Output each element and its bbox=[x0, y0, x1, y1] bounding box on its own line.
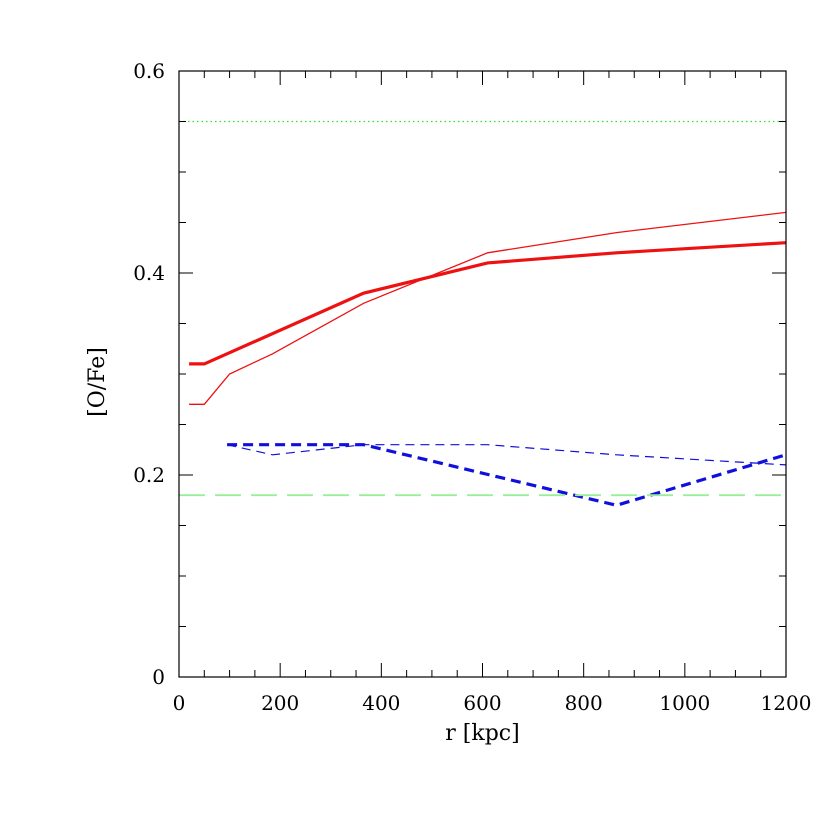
y-axis-title: [O/Fe] bbox=[85, 347, 110, 417]
y-tick-label: 0.6 bbox=[133, 59, 165, 83]
y-tick-label: 0.4 bbox=[133, 261, 165, 285]
ticks-layer: 0 200 400 600 800 1000 1200 0 0.2 0.4 0.6 bbox=[133, 59, 811, 715]
x-tick-label: 0 bbox=[173, 691, 186, 715]
y-tick-label: 0 bbox=[152, 665, 165, 689]
series-line-thin-solid bbox=[189, 211, 787, 405]
x-tick-label: 400 bbox=[362, 691, 400, 715]
x-axis-title: r [kpc] bbox=[445, 721, 519, 746]
x-tick-label: 200 bbox=[261, 691, 299, 715]
x-tick-label: 800 bbox=[565, 691, 603, 715]
series-layer bbox=[179, 120, 787, 507]
plot-frame bbox=[178, 70, 787, 678]
y-tick-label: 0.2 bbox=[133, 463, 165, 487]
series-line-thick-solid bbox=[189, 241, 787, 366]
x-tick-label: 1000 bbox=[659, 691, 710, 715]
x-tick-label: 1200 bbox=[761, 691, 812, 715]
series-line-thick-dashed bbox=[227, 443, 787, 507]
x-tick-label: 600 bbox=[463, 691, 501, 715]
series-line-thin-dashed bbox=[226, 444, 787, 466]
